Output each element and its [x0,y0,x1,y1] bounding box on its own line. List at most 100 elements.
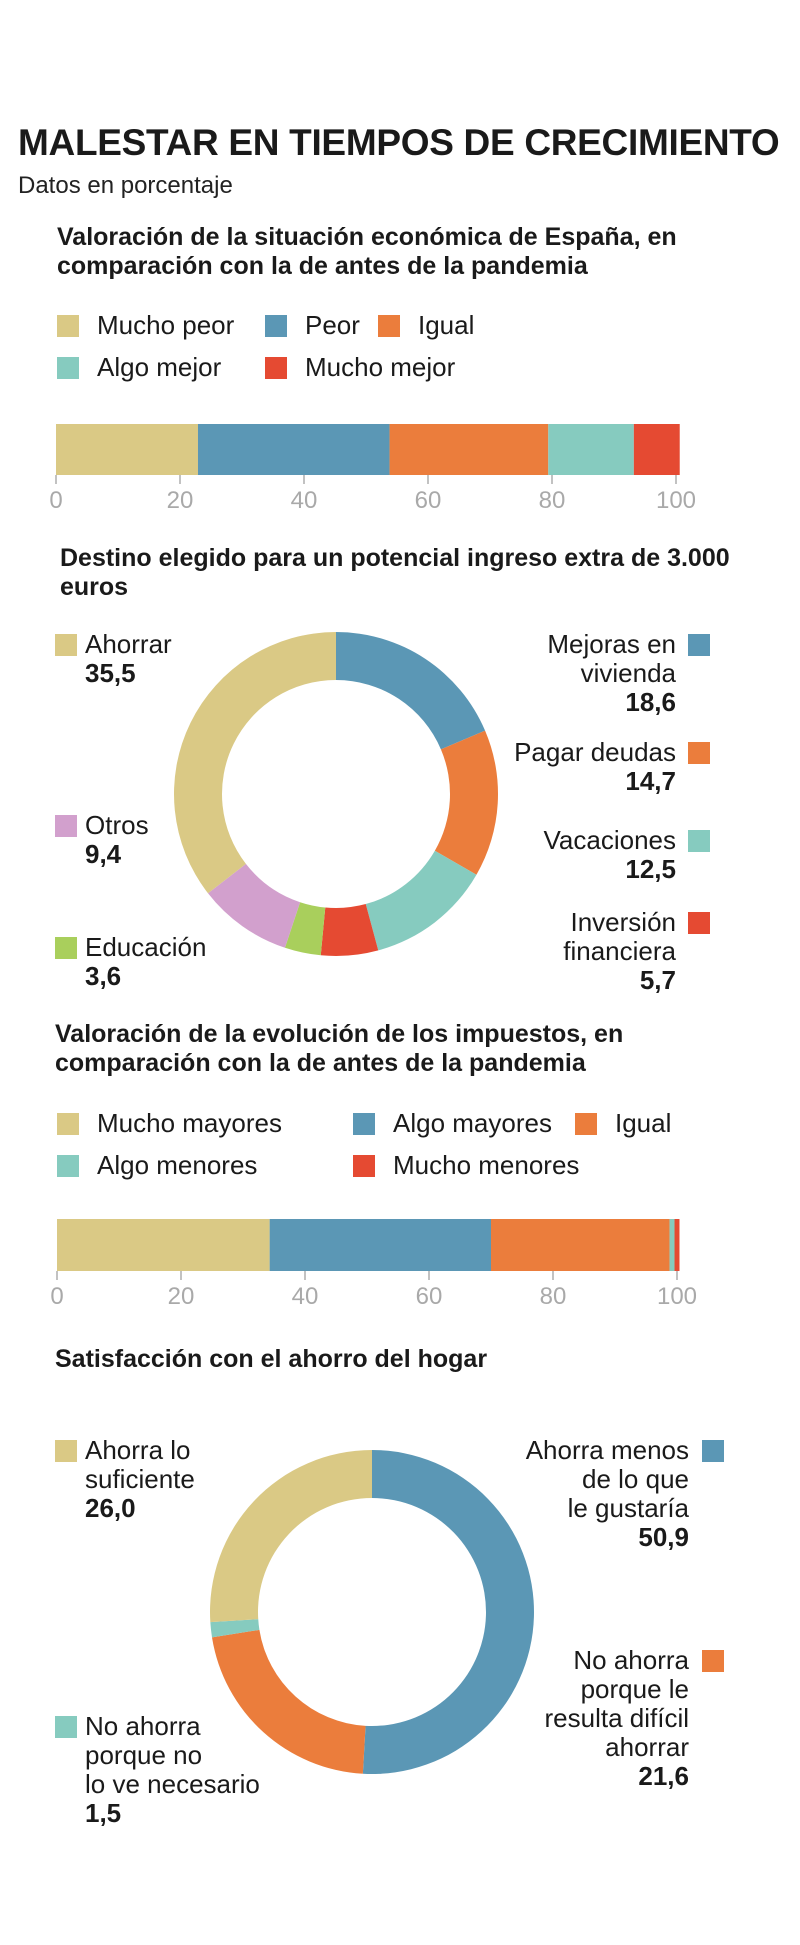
slice-label-text: ahorrar [605,1732,689,1762]
axis-tick-label: 20 [166,487,194,514]
donut-slice-ahorra-menos-de-lo-que-le-gustaria [362,1450,534,1774]
slice-label-pagar-deudas: Pagar deudas 14,7 [514,738,676,796]
axis-tick [55,475,57,484]
slice-value: 21,6 [638,1761,689,1791]
slice-label-text: le gustaría [567,1493,689,1523]
slice-value: 1,5 [85,1798,122,1828]
axis-tick [303,475,305,484]
slice-label-educacion: Educación 3,6 [85,933,206,991]
donut-slice-pagar-deudas [434,730,498,875]
chart-2-title: Destino elegido para un potencial ingres… [60,544,730,601]
axis-tick-label: 80 [539,1283,567,1310]
axis-tick-label: 20 [167,1283,195,1310]
slice-label-text: de lo que [582,1464,689,1494]
page-title: MALESTAR EN TIEMPOS DE CRECIMIENTO [18,122,780,163]
legend-label-algo-menores: Algo menores [97,1150,258,1180]
slice-label-text: suficiente [85,1464,195,1494]
slice-label-text: Inversión [570,907,677,937]
slice-label-otros: Otros 9,4 [85,811,149,869]
label-swatch [702,1440,724,1462]
donut-slice-mejoras-en-vivienda [336,632,486,750]
chart-4-title: Satisfacción con el ahorro del hogar [55,1345,488,1373]
legend-swatch-algo-menores [57,1155,79,1177]
legend-label-algo-mayores: Algo mayores [393,1108,552,1138]
donut-slice-inversion-financiera [320,904,379,956]
slice-label-text: Otros [85,810,149,840]
slice-label-text: lo ve necesario [85,1769,260,1799]
legend-swatch-mucho-menores [353,1155,375,1177]
legend-swatch-mucho-mayores [57,1113,79,1135]
axis-tick-label: 60 [415,1283,443,1310]
bar-segment-algo-menores [669,1219,675,1271]
legend-label-mucho-menores: Mucho menores [393,1150,580,1180]
legend-label-mucho-mayores: Mucho mayores [97,1108,282,1138]
slice-label-text: Mejoras en [547,629,676,659]
slice-label-text: Educación [85,932,207,962]
donut-slice-ahorrar [174,632,336,894]
axis-tick [180,1271,182,1280]
slice-label-text: resulta difícil [544,1703,690,1733]
donut-slice-ahorra-lo-suficiente [209,1450,372,1623]
legend-swatch-algo-mejor [57,357,79,379]
slice-value: 18,6 [625,687,676,717]
legend-swatch-peor [265,315,287,337]
label-swatch [688,912,710,934]
slice-label-text: No ahorra [85,1711,201,1741]
label-swatch [55,1716,77,1738]
donut-slice-no-ahorra-porque-le-resulta-dificil-ahorrar [211,1629,366,1774]
slice-value: 5,7 [639,965,676,995]
legend-label-igual: Igual [418,310,475,340]
bar-segment-algo-mayores [269,1219,491,1271]
slice-value: 14,7 [625,766,676,796]
slice-label-inversion-financiera: Inversión financiera 5,7 [563,908,676,995]
slice-label-text: vivienda [580,658,676,688]
axis-tick [551,475,553,484]
bar-segment-igual [389,424,549,475]
label-swatch [55,1440,77,1462]
slice-label-ahorrar: Ahorrar 35,5 [85,630,172,688]
legend-swatch-igual [575,1113,597,1135]
page-subtitle: Datos en porcentaje [18,172,233,199]
bar-segment-mucho-menores [674,1219,680,1271]
bar-segment-algo-mejor [548,424,634,475]
donut-slice-no-ahorra-porque-no-lo-ve-necesario [210,1619,260,1638]
slice-label-vacaciones: Vacaciones 12,5 [544,826,677,884]
axis-tick [304,1271,306,1280]
slice-value: 9,4 [85,839,122,869]
slice-label-text: Ahorrar [85,629,172,659]
legend-swatch-mucho-mejor [265,357,287,379]
slice-value: 12,5 [625,854,676,884]
legend-label-mucho-peor: Mucho peor [97,310,235,340]
legend-label-igual: Igual [615,1108,672,1138]
bar-segment-igual [491,1219,670,1271]
bar-segment-mucho-peor [56,424,198,475]
slice-value: 26,0 [85,1493,136,1523]
label-swatch [55,634,77,656]
label-swatch [702,1650,724,1672]
label-swatch [688,634,710,656]
slice-label-text: Ahorra lo [85,1435,191,1465]
slice-label-ahorra-lo-suficiente: Ahorra lo suficiente 26,0 [85,1436,195,1523]
legend-swatch-igual [378,315,400,337]
axis-tick [676,1271,678,1280]
label-swatch [55,815,77,837]
slice-label-text: Vacaciones [543,825,677,855]
axis-tick [427,475,429,484]
axis-tick [56,1271,58,1280]
slice-label-text: Pagar deudas [514,737,676,767]
axis-tick [675,475,677,484]
legend-label-mucho-mejor: Mucho mejor [305,352,456,382]
slice-label-text: No ahorra [573,1645,689,1675]
slice-label-mejoras-en-vivienda: Mejoras en vivienda 18,6 [547,630,676,717]
axis-tick-label: 0 [49,487,63,514]
donut-slice-otros [207,863,301,948]
slice-label-text: Ahorra menos [525,1435,689,1465]
axis-tick [428,1271,430,1280]
donut-slice-educacion [284,902,326,956]
axis-tick-label: 80 [538,487,566,514]
axis-tick-label: 40 [290,487,318,514]
donut-slice-vacaciones [365,850,477,951]
